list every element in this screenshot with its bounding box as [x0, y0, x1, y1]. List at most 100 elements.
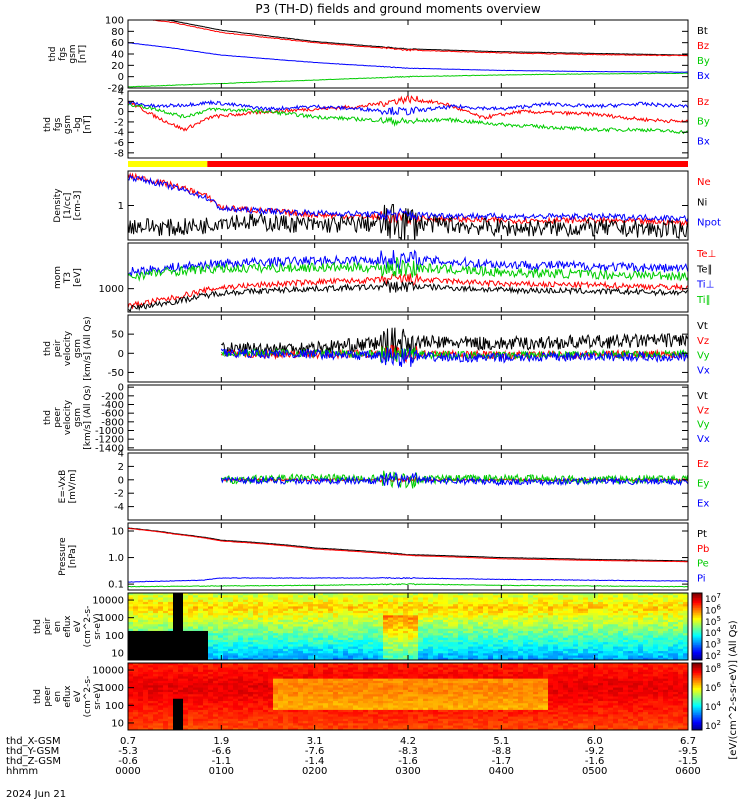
spectrogram-cell — [523, 639, 529, 643]
spectrogram-cell — [518, 639, 524, 643]
spectrogram-cell — [198, 601, 204, 605]
spectrogram-cell — [318, 692, 324, 695]
spectrogram-cell — [668, 606, 674, 610]
spectrogram-cell — [168, 630, 174, 634]
spectrogram-cell — [648, 604, 654, 607]
spectrogram-cell — [358, 700, 364, 704]
spectrogram-cell — [208, 613, 214, 616]
spectrogram-cell — [568, 619, 574, 623]
spectrogram-cell — [558, 601, 564, 605]
spectrogram-cell — [153, 709, 159, 713]
spectrogram-cell — [138, 622, 144, 625]
spectrogram-cell — [258, 615, 264, 619]
spectrogram-cell — [358, 716, 364, 720]
spectrogram-cell — [273, 599, 279, 603]
spectrogram-cell — [348, 700, 354, 704]
spectrogram-cell — [443, 642, 449, 645]
spectrogram-cell — [393, 622, 399, 625]
spectrogram-cell — [598, 655, 604, 659]
spectrogram-cell — [358, 651, 364, 654]
spectrogram-cell — [193, 707, 199, 711]
spectrogram-cell — [658, 628, 664, 632]
spectrogram-cell — [528, 622, 534, 625]
spectrogram-cell — [248, 676, 254, 680]
spectrogram-cell — [328, 617, 334, 621]
spectrogram-cell — [193, 689, 199, 693]
spectrogram-cell — [178, 646, 184, 650]
spectrogram-cell — [328, 712, 334, 715]
spectrogram-cell — [143, 653, 149, 657]
spectrogram-cell — [243, 676, 249, 680]
spectrogram-cell — [368, 651, 374, 654]
spectrogram-cell — [383, 709, 389, 713]
spectrogram-cell — [148, 671, 154, 675]
spectrogram-cell — [528, 630, 534, 634]
spectrogram-cell — [268, 674, 274, 677]
spectrogram-cell — [383, 725, 389, 729]
spectrogram-cell — [228, 714, 234, 718]
spectrogram-cell — [393, 663, 399, 666]
spectrogram-cell — [213, 707, 219, 711]
spectrogram-cell — [173, 604, 179, 607]
spectrogram-cell — [163, 663, 169, 666]
spectrogram-cell — [338, 707, 344, 711]
spectrogram-cell — [438, 595, 444, 598]
spectrogram-cell — [543, 635, 549, 639]
spectrogram-cell — [498, 657, 504, 661]
spectrogram-cell — [143, 665, 149, 668]
spectrogram-cell — [338, 610, 344, 614]
spectrogram-cell — [683, 637, 689, 641]
spectrogram-cell — [618, 651, 624, 654]
spectrogram-cell — [163, 712, 169, 715]
spectrogram-cell — [223, 723, 229, 727]
spectrogram-cell — [628, 657, 634, 661]
spectrogram-cell — [458, 646, 464, 650]
spectrogram-cell — [338, 639, 344, 643]
spectrogram-cell — [578, 639, 584, 643]
spectrogram-cell — [423, 657, 429, 661]
spectrogram-cell — [158, 628, 164, 632]
spectrogram-cell — [218, 680, 224, 684]
spectrogram-cell — [438, 604, 444, 607]
spectrogram-cell — [443, 613, 449, 616]
spectrogram-cell — [208, 714, 214, 718]
spectrogram-cell — [303, 678, 309, 682]
spectrogram-cell — [243, 665, 249, 668]
spectrogram-cell — [288, 622, 294, 625]
spectrogram-cell — [508, 651, 514, 654]
spectrogram-cell — [243, 604, 249, 607]
spectrogram-cell — [348, 615, 354, 619]
spectrogram-cell — [198, 613, 204, 616]
spectrogram-cell — [203, 619, 209, 623]
spectrogram-cell — [373, 653, 379, 657]
spectrogram-cell — [233, 637, 239, 641]
spectrogram-cell — [133, 696, 139, 700]
spectrogram-cell — [143, 624, 149, 627]
spectrogram-cell — [218, 610, 224, 614]
spectrogram-cell — [338, 633, 344, 636]
spectrogram-cell — [523, 644, 529, 648]
spectrogram-cell — [368, 637, 374, 641]
spectrogram-cell — [493, 630, 499, 634]
spectrogram-cell — [293, 676, 299, 680]
spectrogram-cell — [308, 633, 314, 636]
spectrogram-cell — [233, 601, 239, 605]
spectrogram-cell — [663, 639, 669, 643]
spectrogram-cell — [293, 639, 299, 643]
spectrogram-cell — [598, 606, 604, 610]
spectrogram-cell — [263, 655, 269, 659]
spectrogram-cell — [188, 637, 194, 641]
spectrogram-cell — [478, 644, 484, 648]
spectrogram-cell — [658, 604, 664, 607]
spectrogram-cell — [248, 615, 254, 619]
spectrogram-cell — [378, 707, 384, 711]
spectrogram-cell — [493, 593, 499, 596]
spectrogram-cell — [388, 653, 394, 657]
spectrogram-cell — [498, 595, 504, 598]
spectrogram-cell — [228, 674, 234, 677]
spectrogram-cell — [668, 593, 674, 596]
spectrogram-cell — [558, 642, 564, 645]
spectrogram-cell — [183, 593, 189, 596]
spectrogram-cell — [398, 683, 404, 686]
spectrogram-cell — [393, 680, 399, 684]
